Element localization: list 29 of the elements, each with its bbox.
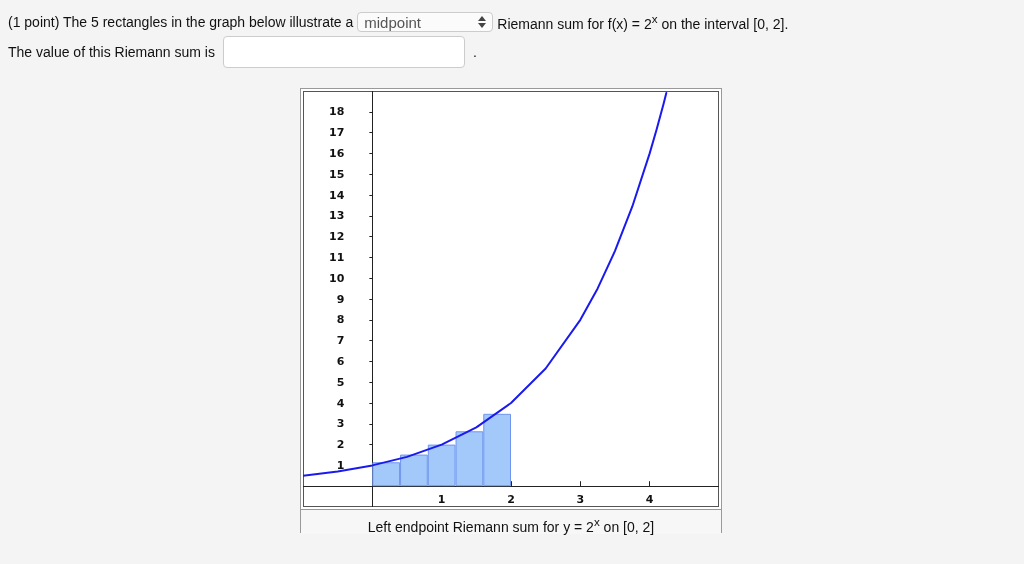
y-tick-label: 12: [329, 230, 345, 244]
y-tick-label: 2: [336, 438, 345, 452]
y-tick-label: 7: [336, 334, 345, 348]
y-tick-label: 8: [336, 313, 345, 327]
y-tick-label: 5: [336, 375, 345, 389]
text: The value of this Riemann sum is: [8, 44, 215, 60]
text: Riemann sum for f(x) = 2$^{x}$ on the interval [0, 2].: [497, 12, 789, 32]
dropdown-field: midpoint: [357, 12, 494, 32]
y-tick-label: 15: [329, 167, 345, 181]
y-tick-label: 4: [336, 396, 345, 410]
y-tick-label: 3: [336, 417, 345, 431]
x-axis-title: Left endpoint Riemann sum for y = 2$^{x}$ on [0, 2]: [301, 509, 721, 535]
text: (1 point) The 5 rectangles in the graph below illustrate a: [8, 14, 354, 30]
y-tick-label: 18: [329, 105, 345, 119]
x-tick-label: 2: [507, 493, 515, 507]
x-tick-label: 1: [437, 493, 446, 507]
y-tick-label: 6: [336, 354, 345, 368]
text: .: [472, 44, 477, 60]
x-tick-label: 3: [576, 493, 585, 507]
y-tick-label: 1: [336, 458, 345, 472]
y-tick-label: 10: [329, 271, 345, 285]
y-tick-label: 9: [336, 292, 345, 306]
y-tick-label: 16: [329, 146, 345, 160]
y-tick-label: 14: [329, 188, 345, 202]
y-tick-label: 13: [329, 209, 345, 223]
line-series: [303, 92, 668, 477]
x-tick-label: 4: [645, 493, 654, 507]
y-tick-label: 17: [329, 126, 345, 140]
y-tick-label: 11: [329, 250, 345, 264]
